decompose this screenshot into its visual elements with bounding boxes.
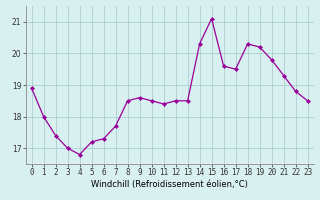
X-axis label: Windchill (Refroidissement éolien,°C): Windchill (Refroidissement éolien,°C) bbox=[91, 180, 248, 189]
